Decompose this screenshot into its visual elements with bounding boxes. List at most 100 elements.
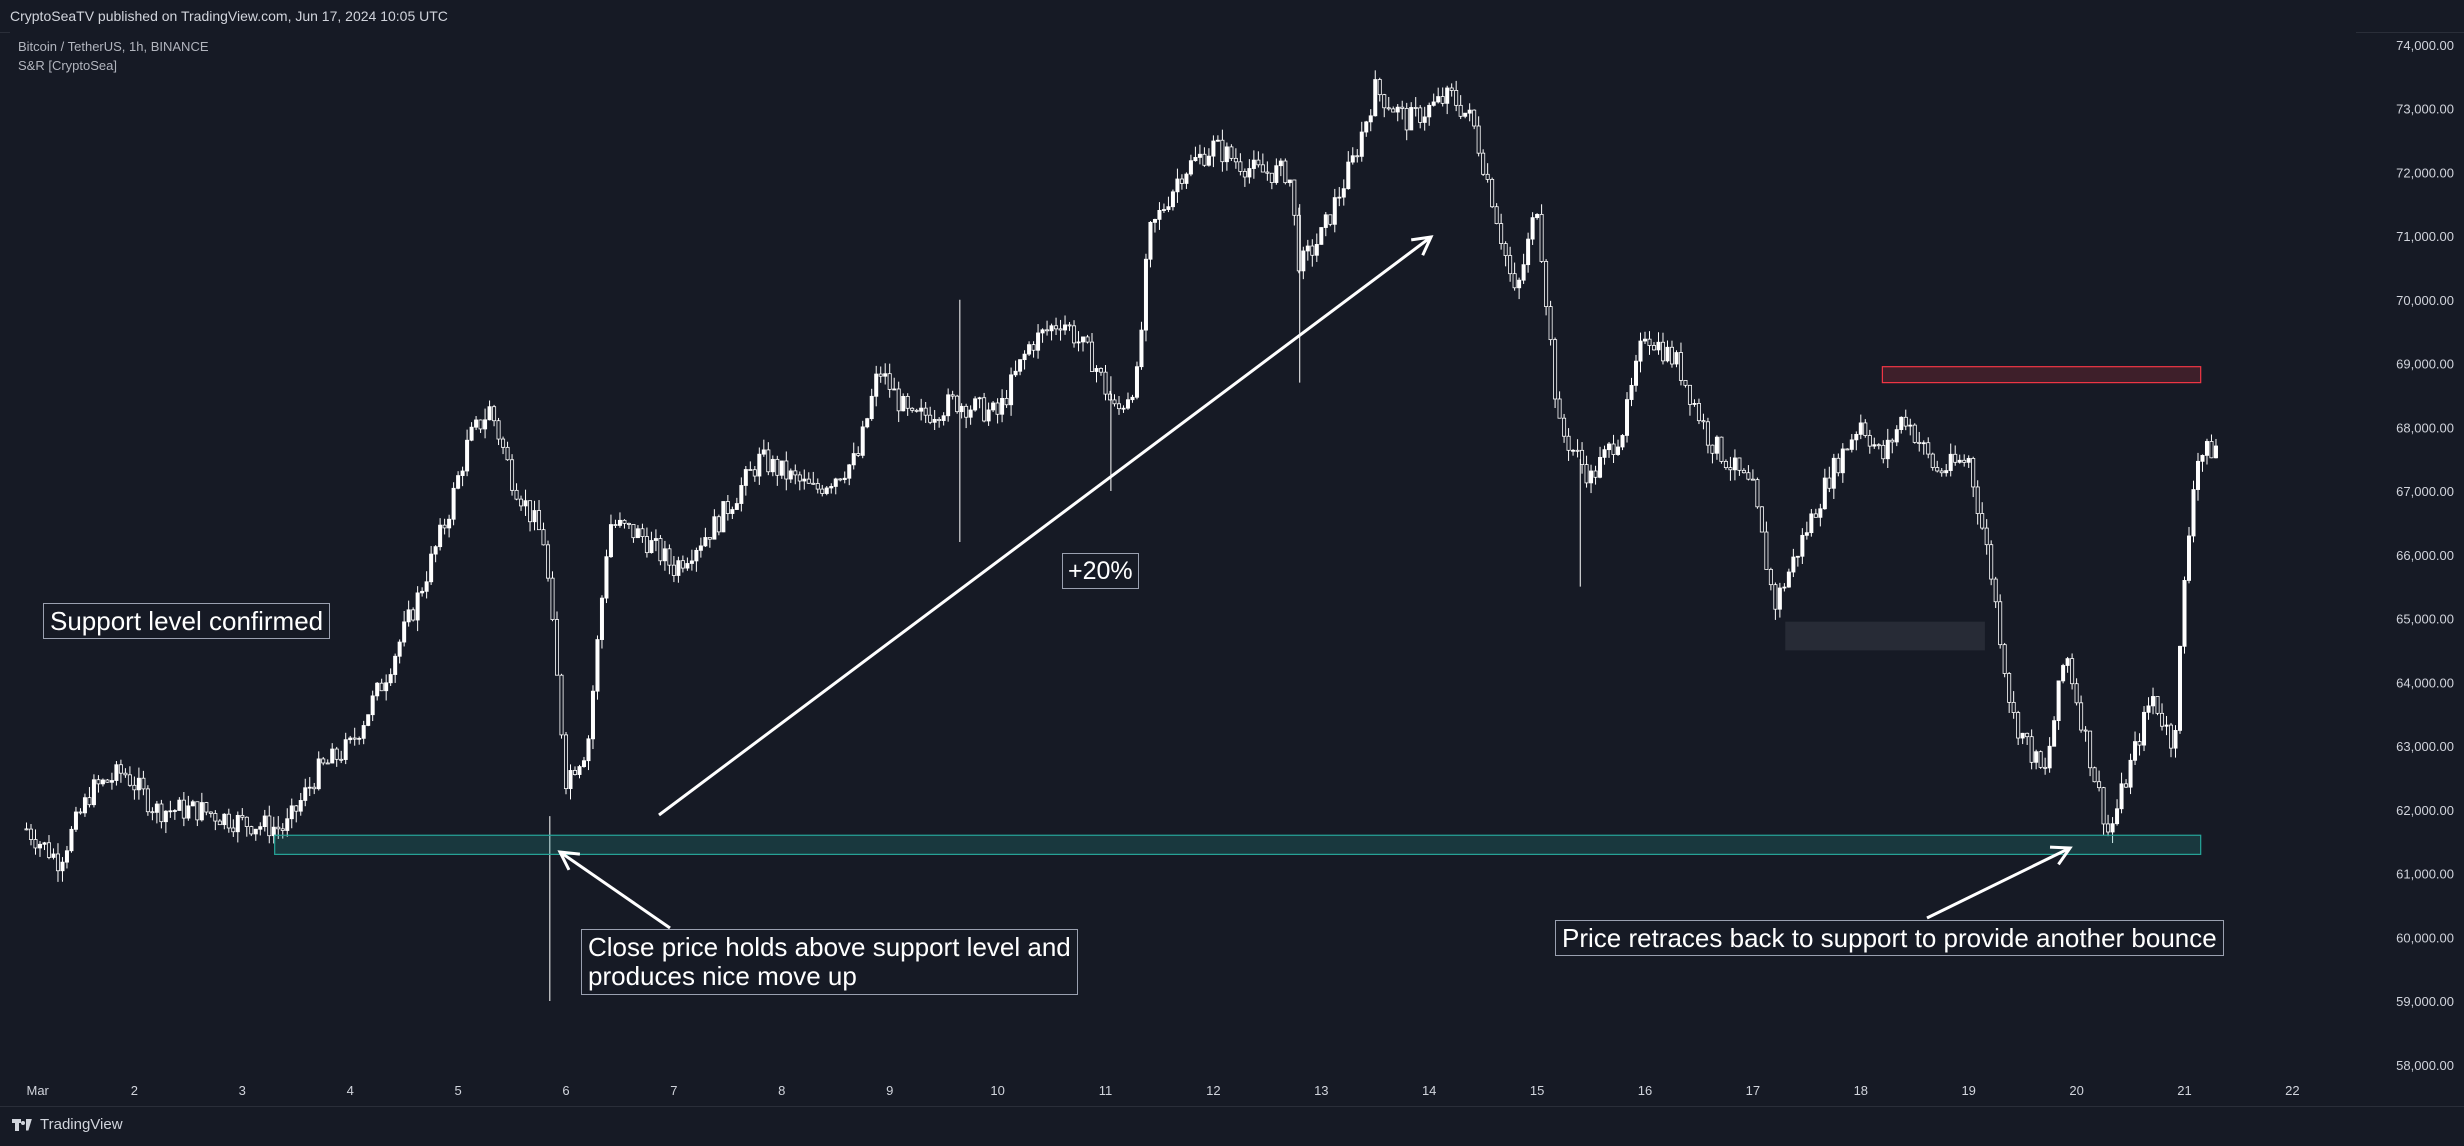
candle-body — [415, 592, 420, 621]
candle-body — [559, 674, 564, 736]
candle-body — [316, 758, 321, 790]
candle-body — [397, 641, 402, 657]
candle-body — [1544, 261, 1549, 307]
candle-body — [361, 725, 366, 739]
candle-body — [1692, 403, 1697, 405]
candle-body — [667, 548, 672, 566]
tradingview-brand[interactable]: TradingView — [12, 1116, 123, 1133]
candle-body — [757, 453, 762, 477]
candle-body — [1422, 116, 1427, 123]
candle-body — [986, 409, 991, 422]
candle-body — [402, 621, 407, 643]
candle-body — [451, 487, 456, 520]
candle-body — [896, 388, 901, 412]
candle-body — [2101, 787, 2106, 825]
candle-body — [797, 474, 802, 482]
candle-body — [1170, 191, 1175, 208]
candle-body — [1009, 374, 1014, 406]
candle-body — [1993, 578, 1998, 603]
candle-body — [1238, 161, 1243, 172]
candle-body — [1840, 448, 1845, 474]
candle-body — [743, 469, 748, 486]
candle-body — [51, 853, 56, 858]
candle-body — [253, 828, 258, 835]
y-tick-label: 64,000.00 — [2396, 675, 2454, 690]
retrace-note: Price retraces back to support to provid… — [1555, 920, 2224, 956]
candle-body — [2178, 645, 2183, 731]
candle-body — [2191, 489, 2196, 537]
y-tick-label: 60,000.00 — [2396, 930, 2454, 945]
candle-body — [941, 415, 946, 421]
candle-body — [267, 815, 272, 837]
candle-body — [676, 560, 681, 576]
candle-body — [1854, 433, 1859, 441]
x-tick-label: 13 — [1314, 1083, 1328, 1098]
candle-body — [285, 818, 290, 831]
candle-body — [847, 464, 852, 479]
candle-body — [1526, 238, 1531, 266]
y-tick-label: 65,000.00 — [2396, 612, 2454, 627]
candle-body — [1099, 368, 1104, 373]
candle-body — [1665, 346, 1670, 362]
candle-body — [1723, 461, 1728, 469]
candle-body — [213, 813, 218, 822]
candle-body — [312, 786, 317, 790]
candle-body — [1656, 341, 1661, 351]
candles-layer — [24, 70, 2218, 1001]
candle-body — [1166, 206, 1171, 210]
candle-body — [1049, 325, 1054, 332]
candle-body — [644, 536, 649, 554]
candle-body — [1535, 213, 1540, 219]
resistance-zone — [1881, 366, 2202, 384]
candle-body — [1000, 397, 1005, 415]
candle-body — [1530, 217, 1535, 240]
candle-body — [937, 418, 942, 421]
candle-body — [2204, 441, 2209, 456]
chart-plot-area[interactable] — [10, 32, 2356, 1085]
candle-body — [492, 406, 497, 422]
rally-arrow — [658, 235, 1432, 817]
candle-body — [204, 802, 209, 813]
candle-body — [1404, 108, 1409, 131]
candle-body — [2200, 454, 2205, 462]
candle-body — [2020, 732, 2025, 739]
candle-body — [1224, 146, 1229, 163]
candle-body — [433, 546, 438, 555]
candle-body — [496, 420, 501, 440]
candle-body — [501, 438, 506, 448]
candle-body — [919, 407, 924, 412]
candle-body — [959, 405, 964, 413]
candle-body — [1786, 571, 1791, 588]
x-tick-label: 6 — [562, 1083, 569, 1098]
candle-body — [145, 788, 150, 813]
candle-body — [572, 770, 577, 775]
candle-body — [1984, 527, 1989, 546]
candle-body — [1458, 104, 1463, 117]
candle-body — [1031, 344, 1036, 351]
candle-body — [1845, 448, 1850, 451]
x-tick-label: 7 — [670, 1083, 677, 1098]
x-tick-label: 5 — [454, 1083, 461, 1098]
candle-body — [1589, 470, 1594, 484]
candle-body — [766, 449, 771, 473]
candle-body — [1269, 172, 1274, 183]
candle-body — [28, 828, 33, 840]
candle-body — [950, 394, 955, 397]
candle-body — [321, 758, 326, 764]
candle-body — [604, 556, 609, 599]
candle-body — [865, 418, 870, 428]
candle-body — [105, 779, 110, 783]
candle-body — [55, 853, 60, 872]
candle-body — [856, 453, 861, 456]
y-tick-label: 62,000.00 — [2396, 803, 2454, 818]
y-tick-label: 67,000.00 — [2396, 484, 2454, 499]
candle-body — [1323, 214, 1328, 228]
candle-body — [788, 470, 793, 480]
candle-body — [100, 779, 105, 785]
candle-body — [730, 509, 735, 514]
candle-body — [1220, 139, 1225, 163]
candle-body — [1764, 531, 1769, 570]
support-zone — [274, 834, 2202, 855]
candle-body — [1215, 139, 1220, 142]
